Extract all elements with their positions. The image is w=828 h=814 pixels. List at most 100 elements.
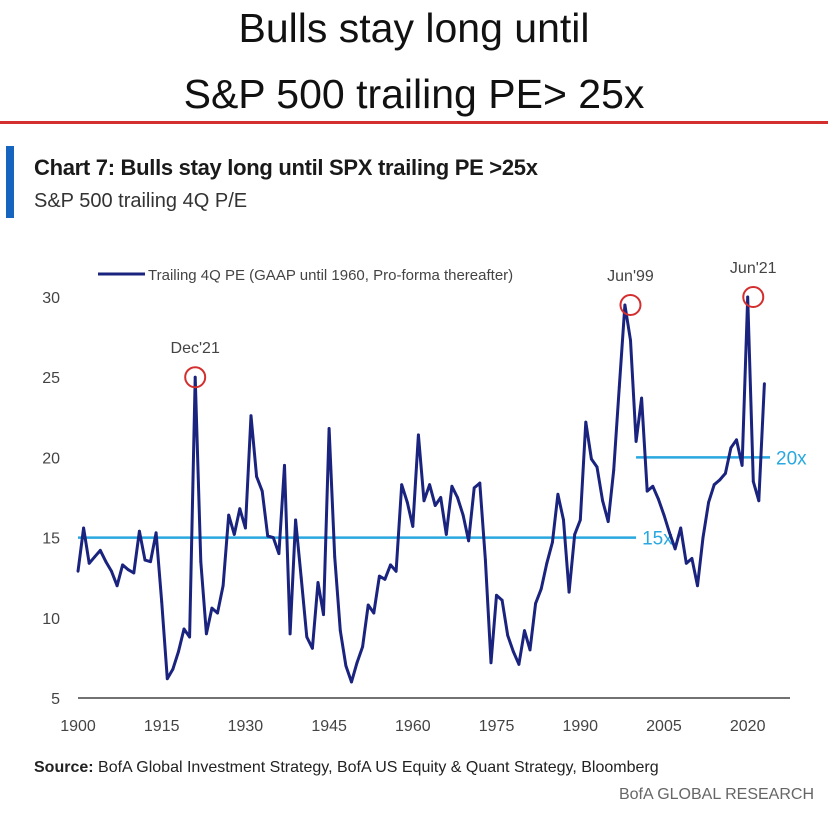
data-point: [93, 555, 97, 559]
data-point: [310, 646, 314, 650]
data-point: [623, 303, 627, 307]
data-point: [495, 593, 498, 597]
data-point: [763, 382, 766, 386]
data-point: [701, 536, 705, 539]
data-point: [433, 504, 437, 507]
y-tick-label: 20: [42, 450, 60, 467]
data-point: [489, 661, 493, 665]
data-point: [110, 569, 113, 573]
data-point: [322, 613, 325, 616]
x-tick-label: 2005: [646, 718, 682, 735]
x-tick-label: 2020: [730, 718, 766, 735]
data-point: [668, 531, 671, 535]
data-point: [154, 531, 158, 535]
chart-subtitle: S&P 500 trailing 4Q P/E: [34, 190, 248, 212]
data-point: [550, 541, 554, 544]
data-point: [422, 499, 426, 503]
data-point: [673, 547, 677, 551]
data-point: [372, 611, 376, 615]
data-point: [344, 664, 348, 668]
x-tick-label: 1990: [562, 718, 598, 735]
y-tick-label: 30: [42, 290, 60, 307]
data-point: [517, 662, 521, 666]
data-point: [210, 606, 214, 610]
data-point: [238, 507, 242, 511]
annotation-label: Dec'21: [171, 340, 220, 357]
data-point: [656, 497, 660, 501]
data-point: [115, 584, 119, 588]
data-point: [361, 645, 365, 649]
source-text: BofA Global Investment Strategy, BofA US…: [93, 759, 659, 776]
data-point: [757, 499, 761, 503]
footer-brand: BofA GLOBAL RESEARCH: [618, 786, 814, 803]
data-point: [444, 532, 448, 536]
x-tick-label: 1930: [228, 718, 264, 735]
data-point: [221, 584, 225, 588]
data-point: [411, 524, 415, 528]
data-point: [534, 601, 538, 605]
data-point: [87, 561, 91, 565]
chart-accent-bar: [6, 146, 14, 218]
data-point: [506, 634, 510, 637]
data-point: [718, 478, 722, 482]
x-tick-label: 1945: [311, 718, 347, 735]
data-point: [355, 661, 359, 665]
data-point: [578, 518, 582, 522]
data-point: [160, 600, 164, 604]
data-point: [377, 574, 381, 578]
data-point: [227, 513, 231, 517]
y-tick-label: 25: [42, 370, 60, 387]
data-point: [188, 635, 192, 639]
data-point: [299, 576, 303, 580]
headline-divider: [0, 121, 828, 124]
annotation-label: Jun'21: [730, 260, 777, 277]
data-point: [595, 465, 599, 469]
data-point: [456, 496, 459, 499]
data-point: [617, 385, 621, 389]
data-point: [216, 611, 219, 615]
headline-line-2: S&P 500 trailing PE> 25x: [183, 71, 645, 117]
data-point: [629, 338, 632, 342]
data-point: [729, 446, 733, 450]
data-point: [472, 486, 476, 490]
data-point: [244, 526, 247, 530]
data-point: [751, 480, 755, 483]
data-point: [461, 513, 465, 517]
data-point: [249, 414, 253, 418]
data-point: [394, 569, 398, 573]
data-point: [746, 295, 750, 299]
reference-line-label: 20x: [776, 448, 807, 469]
data-point: [126, 568, 130, 572]
data-point: [182, 627, 186, 631]
peak-circle: [619, 294, 642, 317]
data-point: [439, 496, 443, 499]
headline-line-1: Bulls stay long until: [238, 5, 590, 51]
data-point: [567, 590, 571, 594]
data-point: [584, 420, 588, 424]
data-point: [740, 464, 744, 467]
source-label: Source:: [34, 759, 94, 776]
data-point: [121, 563, 125, 567]
data-point: [232, 532, 236, 536]
data-point: [478, 481, 482, 485]
data-point: [294, 518, 298, 522]
data-point: [327, 427, 331, 430]
data-point: [556, 492, 560, 496]
data-point: [366, 603, 370, 607]
data-point: [545, 561, 549, 565]
data-point: [573, 532, 577, 536]
data-point: [171, 667, 175, 671]
data-point: [539, 587, 543, 591]
data-point: [193, 375, 197, 379]
data-point: [523, 629, 526, 633]
data-point: [333, 555, 337, 559]
reference-line-label: 15x: [642, 529, 673, 550]
data-point: [266, 534, 270, 538]
data-point: [640, 396, 644, 400]
data-point: [204, 632, 208, 636]
annotation-label: Jun'99: [607, 268, 654, 285]
x-tick-label: 1915: [144, 718, 180, 735]
data-point: [428, 483, 431, 487]
data-point: [500, 598, 504, 602]
